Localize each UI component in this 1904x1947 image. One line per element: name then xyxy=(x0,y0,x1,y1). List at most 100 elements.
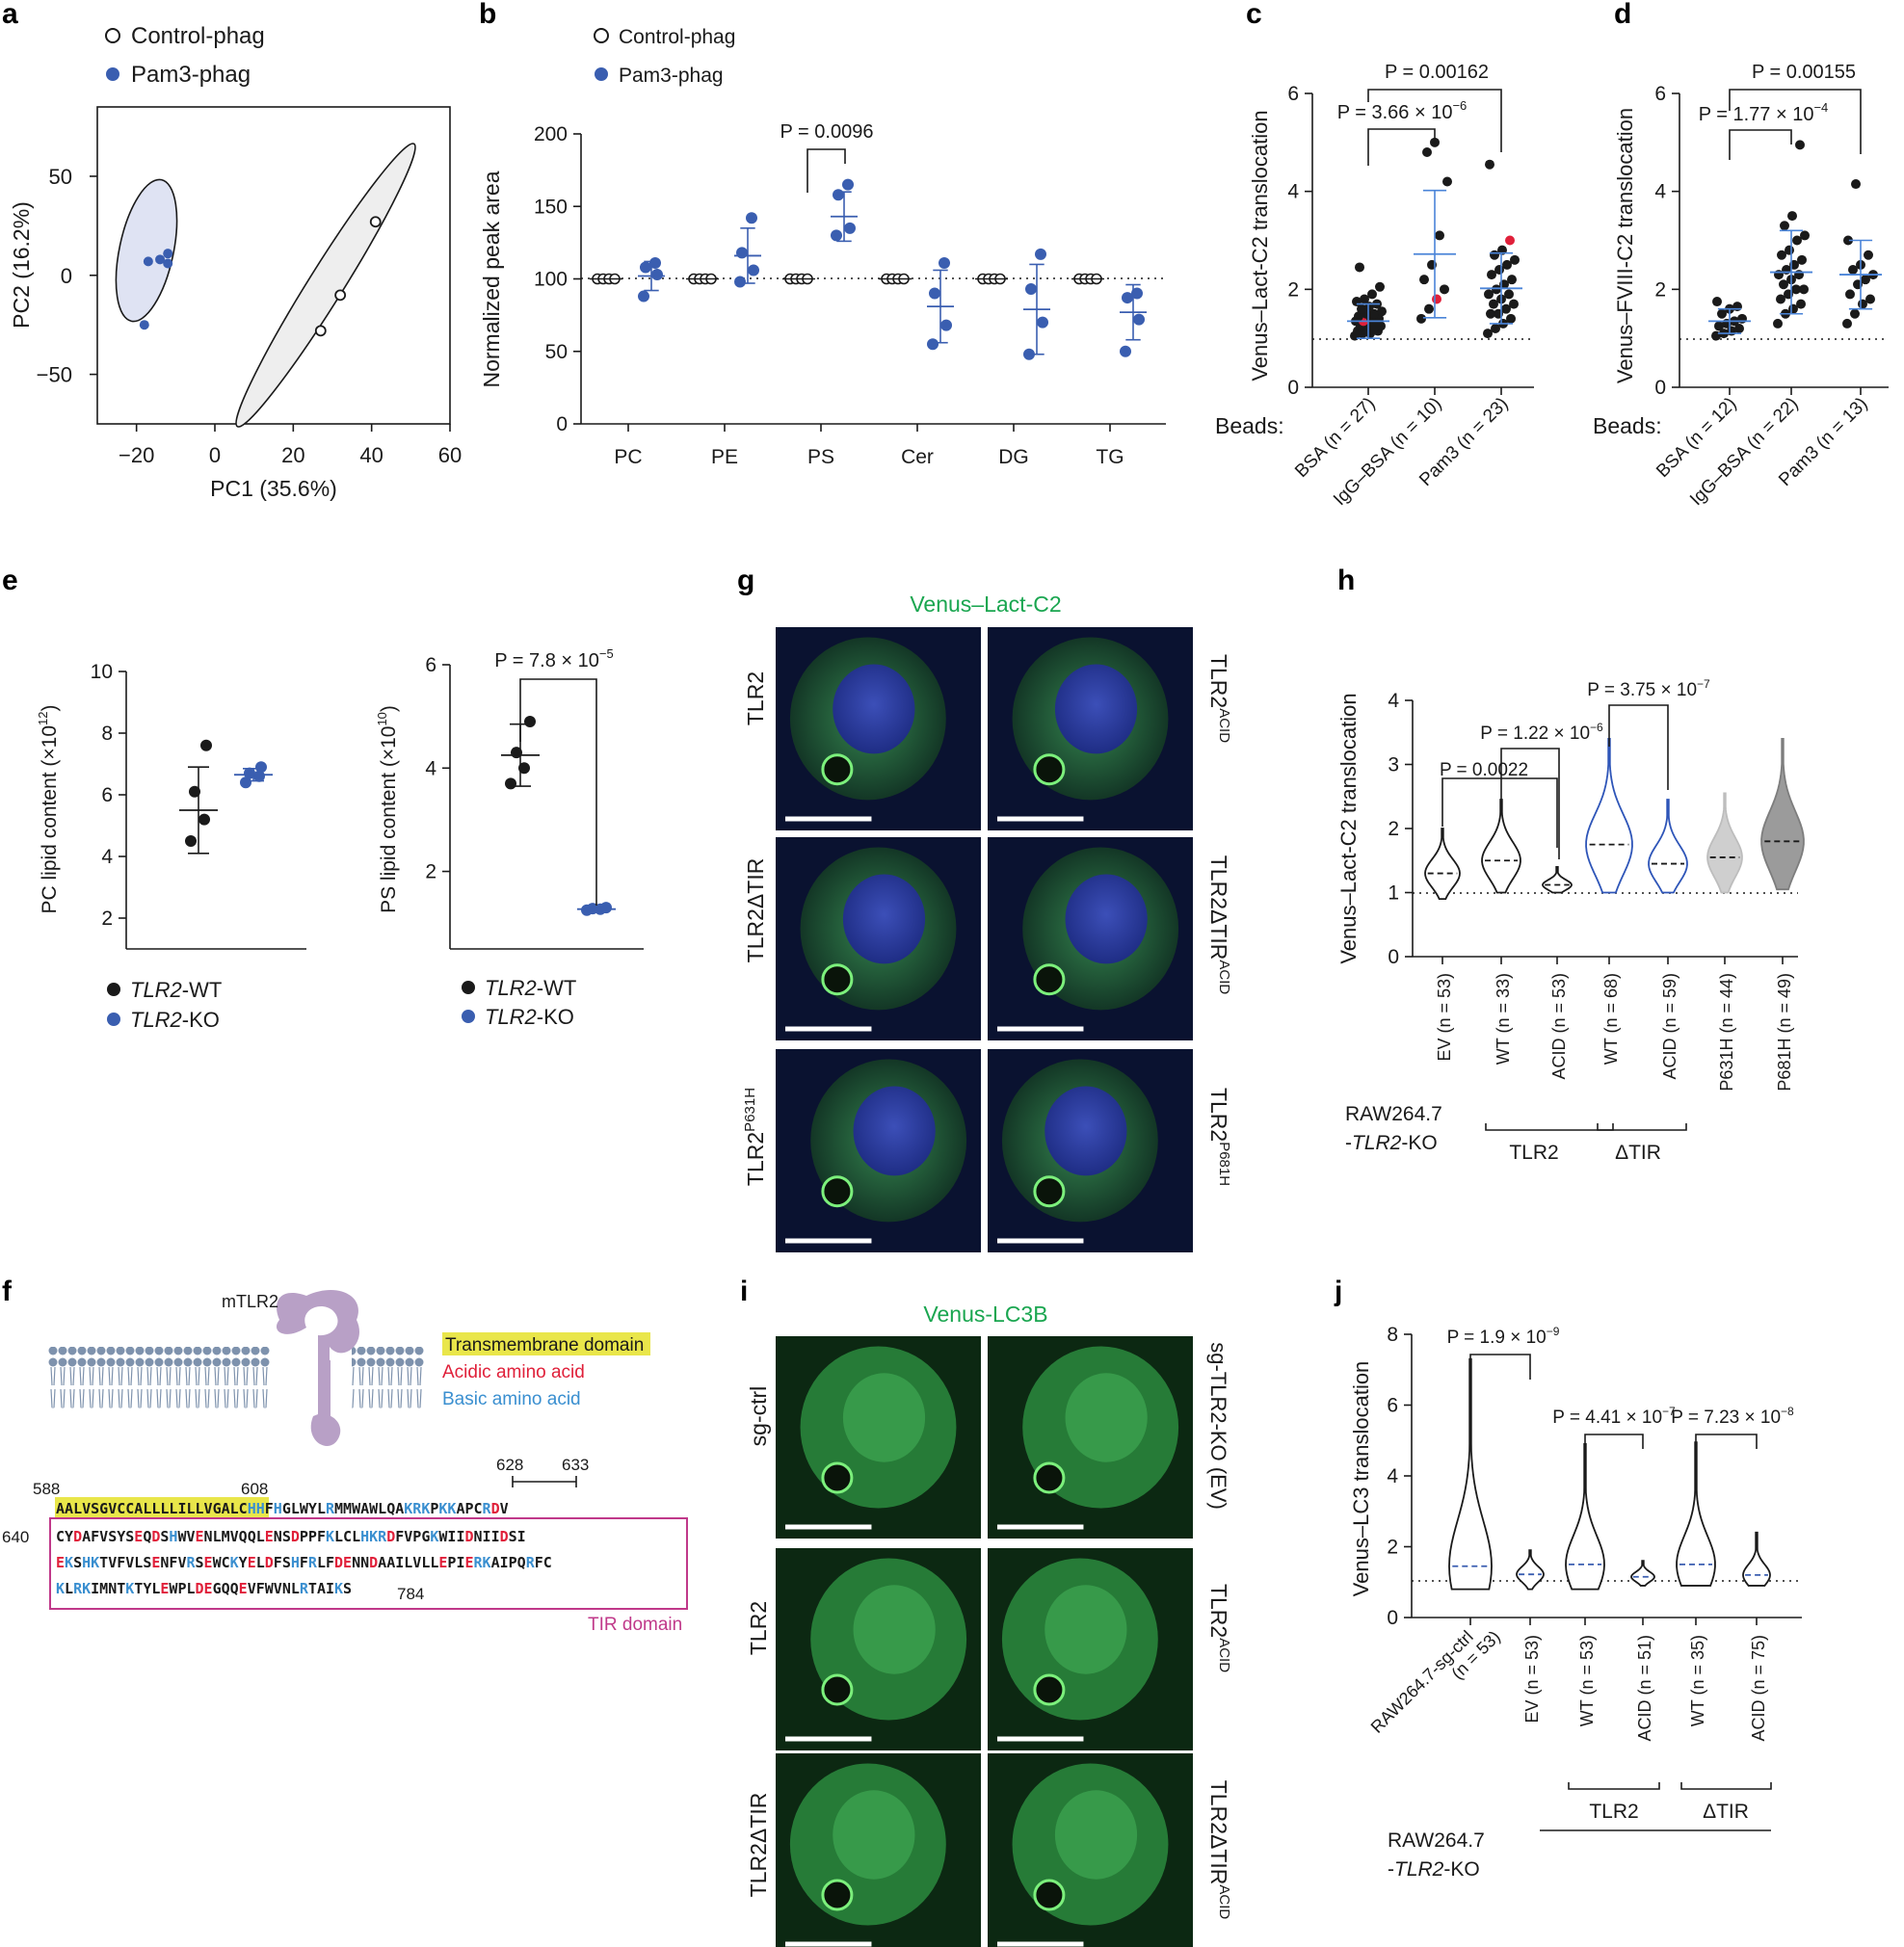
residue: T xyxy=(99,1554,108,1571)
panel-label-i: i xyxy=(740,1276,748,1307)
micrograph-i-r3c1-nucleus xyxy=(833,1790,915,1880)
residue: A xyxy=(395,1500,404,1517)
y-axis-e-pc-tick-label: 2 xyxy=(101,908,113,930)
point-pam3 xyxy=(1023,348,1035,360)
y-axis-h-tick-label: 4 xyxy=(1388,690,1399,712)
category-label: EV (n = 53) xyxy=(1435,973,1454,1062)
row-label-g1-right: TLR2ACID xyxy=(1206,654,1232,743)
residue: S xyxy=(108,1528,117,1545)
p-value-h1: P = 0.0022 xyxy=(1440,760,1528,780)
residue: Q xyxy=(222,1580,230,1597)
micrograph-g-r1c2-nucleus xyxy=(1054,664,1138,754)
data-point xyxy=(1842,318,1852,329)
legend-pam3: Pam3-phag xyxy=(131,62,251,88)
residue: L xyxy=(430,1554,438,1571)
residue: S xyxy=(196,1554,204,1571)
data-point xyxy=(1369,308,1379,319)
row-label-i3-right: TLR2ΔTIRACID xyxy=(1206,1780,1232,1920)
residue: V xyxy=(404,1528,412,1545)
panel-label-c: c xyxy=(1246,0,1262,30)
panel-j: 0 2 4 6 8 EV (n = 53) WT (n = 53) ACID (n = 51)… xyxy=(1349,1324,1802,1881)
residue: D xyxy=(464,1528,473,1545)
residue: C xyxy=(474,1500,483,1517)
control-ellipse xyxy=(235,143,416,428)
residue: P xyxy=(464,1500,473,1517)
data-point xyxy=(1491,324,1500,333)
protein-label: mTLR2 xyxy=(222,1292,278,1311)
panel-b: Control-phag Pam3-phag 0 50 100 150 200 PC PE P… xyxy=(479,26,1166,468)
data-point xyxy=(240,776,251,789)
point-pam3 xyxy=(939,256,950,269)
residue: Y xyxy=(65,1528,73,1545)
residue: A xyxy=(56,1500,65,1517)
micrograph-g-r3c1-nucleus xyxy=(853,1086,936,1176)
residue: I xyxy=(91,1580,99,1597)
residue: E xyxy=(134,1528,143,1545)
y-axis-tick-label: 2 xyxy=(1287,278,1299,301)
residue: V xyxy=(177,1554,186,1571)
residue: L xyxy=(317,1554,326,1571)
violin-j xyxy=(1516,1549,1545,1591)
data-point xyxy=(185,835,197,847)
point-pam3 xyxy=(746,212,757,224)
point-control xyxy=(334,289,347,302)
residue: R xyxy=(326,1500,335,1517)
panel-label-d: d xyxy=(1614,0,1631,30)
y-axis-h-tick-label: 2 xyxy=(1388,818,1399,840)
y-axis-j-tick-label: 2 xyxy=(1387,1537,1398,1559)
residue: E xyxy=(265,1528,274,1545)
point-pam3 xyxy=(734,276,746,288)
data-point xyxy=(1843,235,1853,246)
residue-640: 640 xyxy=(2,1528,29,1546)
row-label-g2-right: TLR2ΔTIRACID xyxy=(1206,855,1232,995)
micrograph-grid-i xyxy=(776,1336,1193,1947)
category-label: WT (n = 33) xyxy=(1494,973,1513,1065)
residue: F xyxy=(117,1554,125,1571)
point-pam3 xyxy=(640,261,651,274)
residue: L xyxy=(73,1500,82,1517)
category-label: WT (n = 35) xyxy=(1688,1635,1707,1726)
point-pam3 xyxy=(1037,316,1048,329)
residue: V xyxy=(186,1528,195,1545)
group-label-h2: -TLR2-KO xyxy=(1345,1132,1438,1154)
data-point xyxy=(1489,299,1498,309)
residue: R xyxy=(412,1500,422,1517)
point-pam3 xyxy=(940,319,952,331)
data-point xyxy=(1505,235,1515,246)
residue: E xyxy=(239,1580,248,1597)
residue: S xyxy=(160,1528,169,1545)
sequence-line-4: KLRKIMNTKTYLEWPLDEGQQEVFWVNLRTAIKS xyxy=(56,1580,352,1597)
x-tick-label: −20 xyxy=(119,443,154,467)
data-point xyxy=(1799,284,1809,295)
residue: P xyxy=(509,1554,517,1571)
tir-domain-label: TIR domain xyxy=(588,1615,682,1635)
point-pam3 xyxy=(929,287,940,300)
y-axis-tick-label: 2 xyxy=(1654,278,1666,301)
y-axis-b-tick-label: 0 xyxy=(556,413,568,435)
data-point xyxy=(1717,308,1727,319)
data-point xyxy=(1502,259,1512,270)
y-axis-label-j: Venus–LC3 translocation xyxy=(1349,1361,1373,1597)
legend-control: Control-phag xyxy=(131,23,265,49)
residue: I xyxy=(447,1528,456,1545)
group-label-j2: -TLR2-KO xyxy=(1388,1858,1480,1881)
category-label: ACID (n = 53) xyxy=(1549,973,1569,1080)
residue: V xyxy=(125,1554,134,1571)
pam3-ellipse xyxy=(115,178,178,323)
point-control xyxy=(369,216,382,228)
violin-h xyxy=(1648,799,1688,894)
residue: G xyxy=(421,1528,430,1545)
data-point xyxy=(1865,294,1875,304)
row-label-i1-right: sg-TLR2-KO (EV) xyxy=(1206,1342,1230,1510)
residue: S xyxy=(509,1528,517,1545)
residue: L xyxy=(317,1500,326,1517)
legend-marker-pam3 xyxy=(106,67,119,81)
residue: Q xyxy=(248,1528,256,1545)
data-point xyxy=(1509,299,1519,309)
y-tick-label: 50 xyxy=(49,165,72,189)
residue-633: 633 xyxy=(562,1456,589,1474)
residue: N xyxy=(282,1580,291,1597)
residue: Q xyxy=(143,1528,151,1545)
